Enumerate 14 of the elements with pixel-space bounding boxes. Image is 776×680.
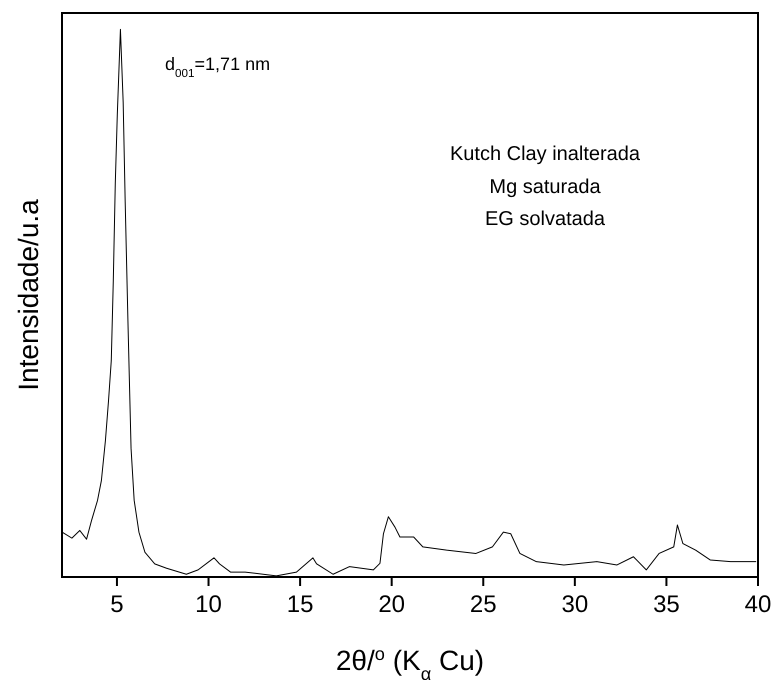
- annotation: Kutch Clay inalterada: [450, 143, 641, 165]
- x-tick-label: 25: [470, 591, 497, 618]
- x-tick-label: 10: [195, 591, 222, 618]
- annotation: EG solvatada: [484, 208, 606, 230]
- annotation: Mg saturada: [489, 176, 602, 198]
- x-tick-label: 35: [653, 591, 680, 618]
- y-axis-title: Intensidade/u.a: [13, 198, 44, 391]
- x-tick-label: 5: [110, 591, 124, 618]
- annotation: d$_{001}$=1,71 nm: [165, 54, 270, 80]
- x-tick-label: 15: [286, 591, 314, 618]
- x-tick-label: 20: [378, 591, 406, 618]
- x-axis-title: 2θ/$^{o}$ (K$_{α}$ Cu): [336, 644, 484, 680]
- x-tick-label: 40: [744, 591, 772, 618]
- x-tick-label: 30: [561, 591, 588, 618]
